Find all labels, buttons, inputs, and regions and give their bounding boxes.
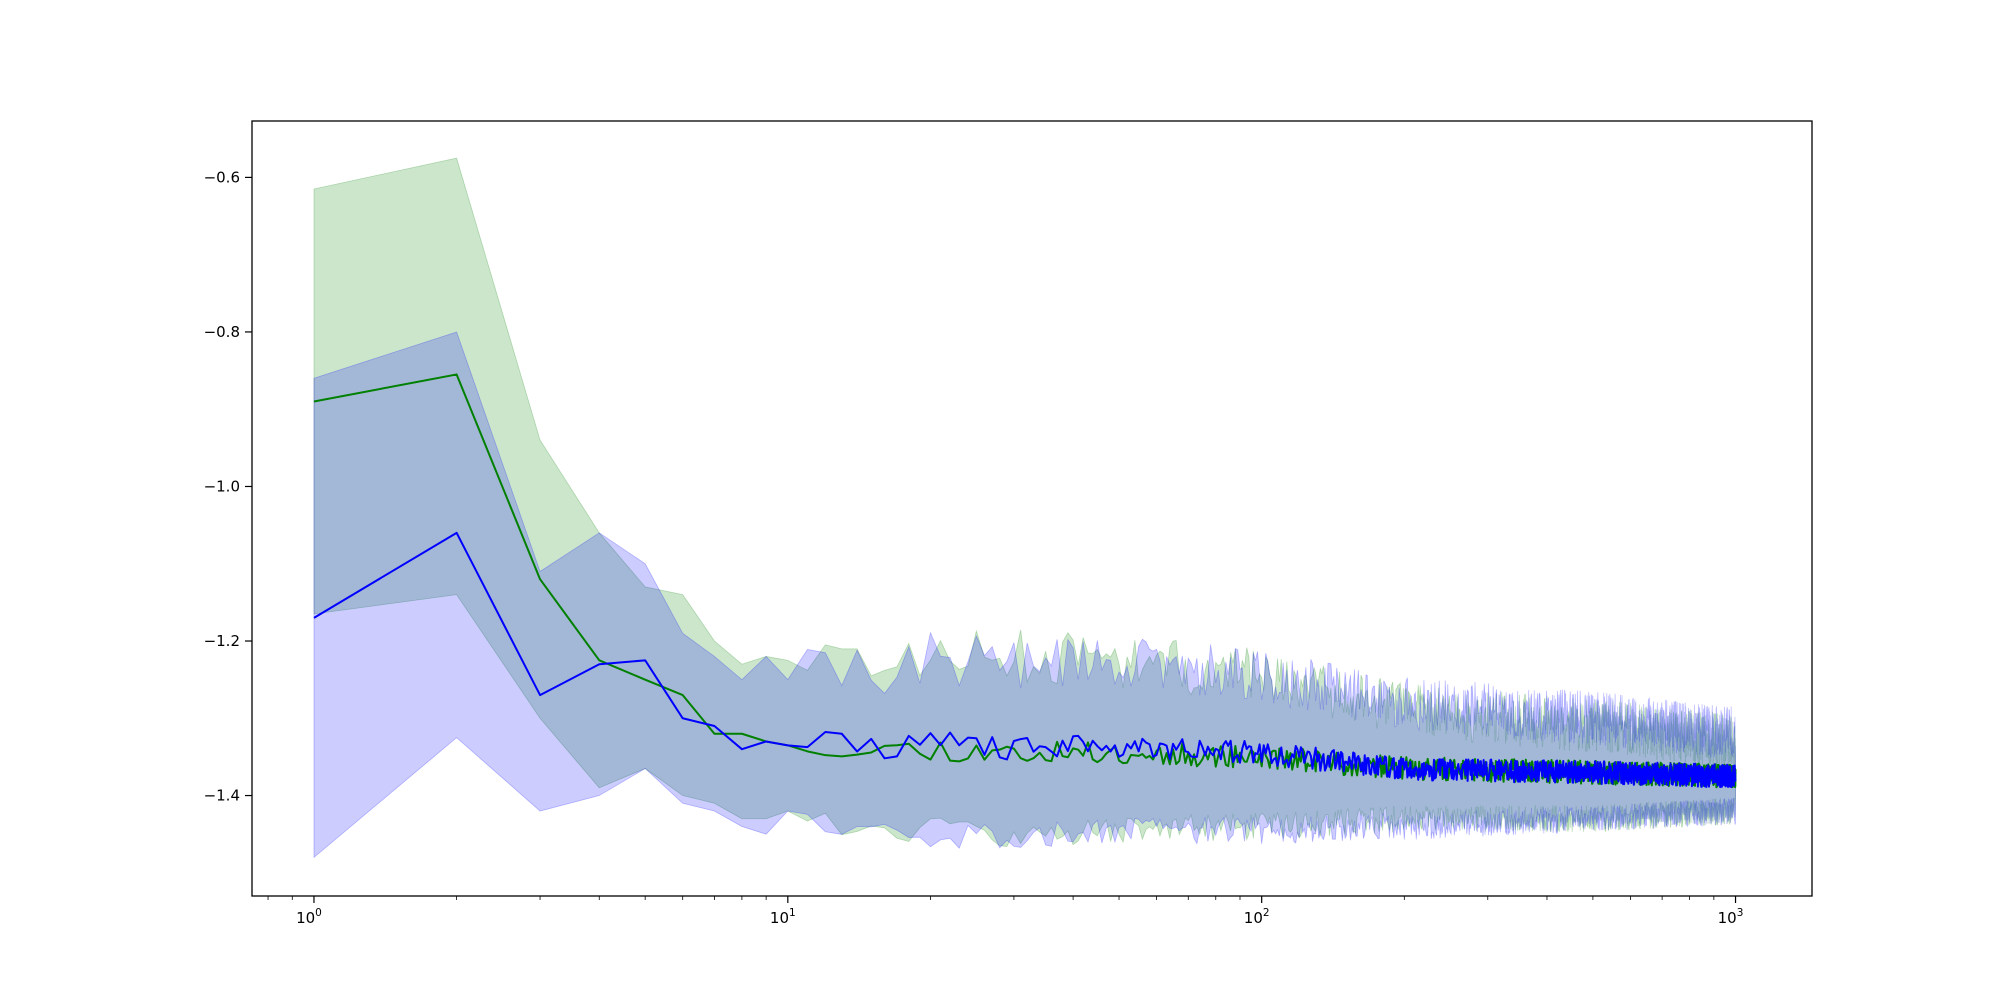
plot-area bbox=[313, 157, 1737, 859]
x-tick-label-3: 103 bbox=[1718, 907, 1744, 927]
y-tick-label-2: −1.0 bbox=[204, 477, 240, 495]
x-axis: 100 101 102 103 bbox=[267, 896, 1744, 927]
y-axis: −0.6 −0.8 −1.0 −1.2 −1.4 bbox=[204, 168, 252, 805]
y-tick-label-1: −0.8 bbox=[204, 323, 240, 341]
x-tick-label-2: 102 bbox=[1244, 907, 1270, 927]
series-0-band bbox=[313, 157, 1736, 847]
y-tick-label-4: −1.4 bbox=[204, 787, 240, 805]
x-tick-label-0: 100 bbox=[296, 907, 322, 927]
series-1-band bbox=[313, 331, 1736, 859]
x-tick-label-1: 101 bbox=[770, 907, 796, 927]
axes-frame bbox=[251, 120, 1813, 897]
y-tick-label-3: −1.2 bbox=[204, 632, 240, 650]
y-tick-label-0: −0.6 bbox=[204, 168, 240, 186]
series-1-line bbox=[313, 531, 1737, 789]
